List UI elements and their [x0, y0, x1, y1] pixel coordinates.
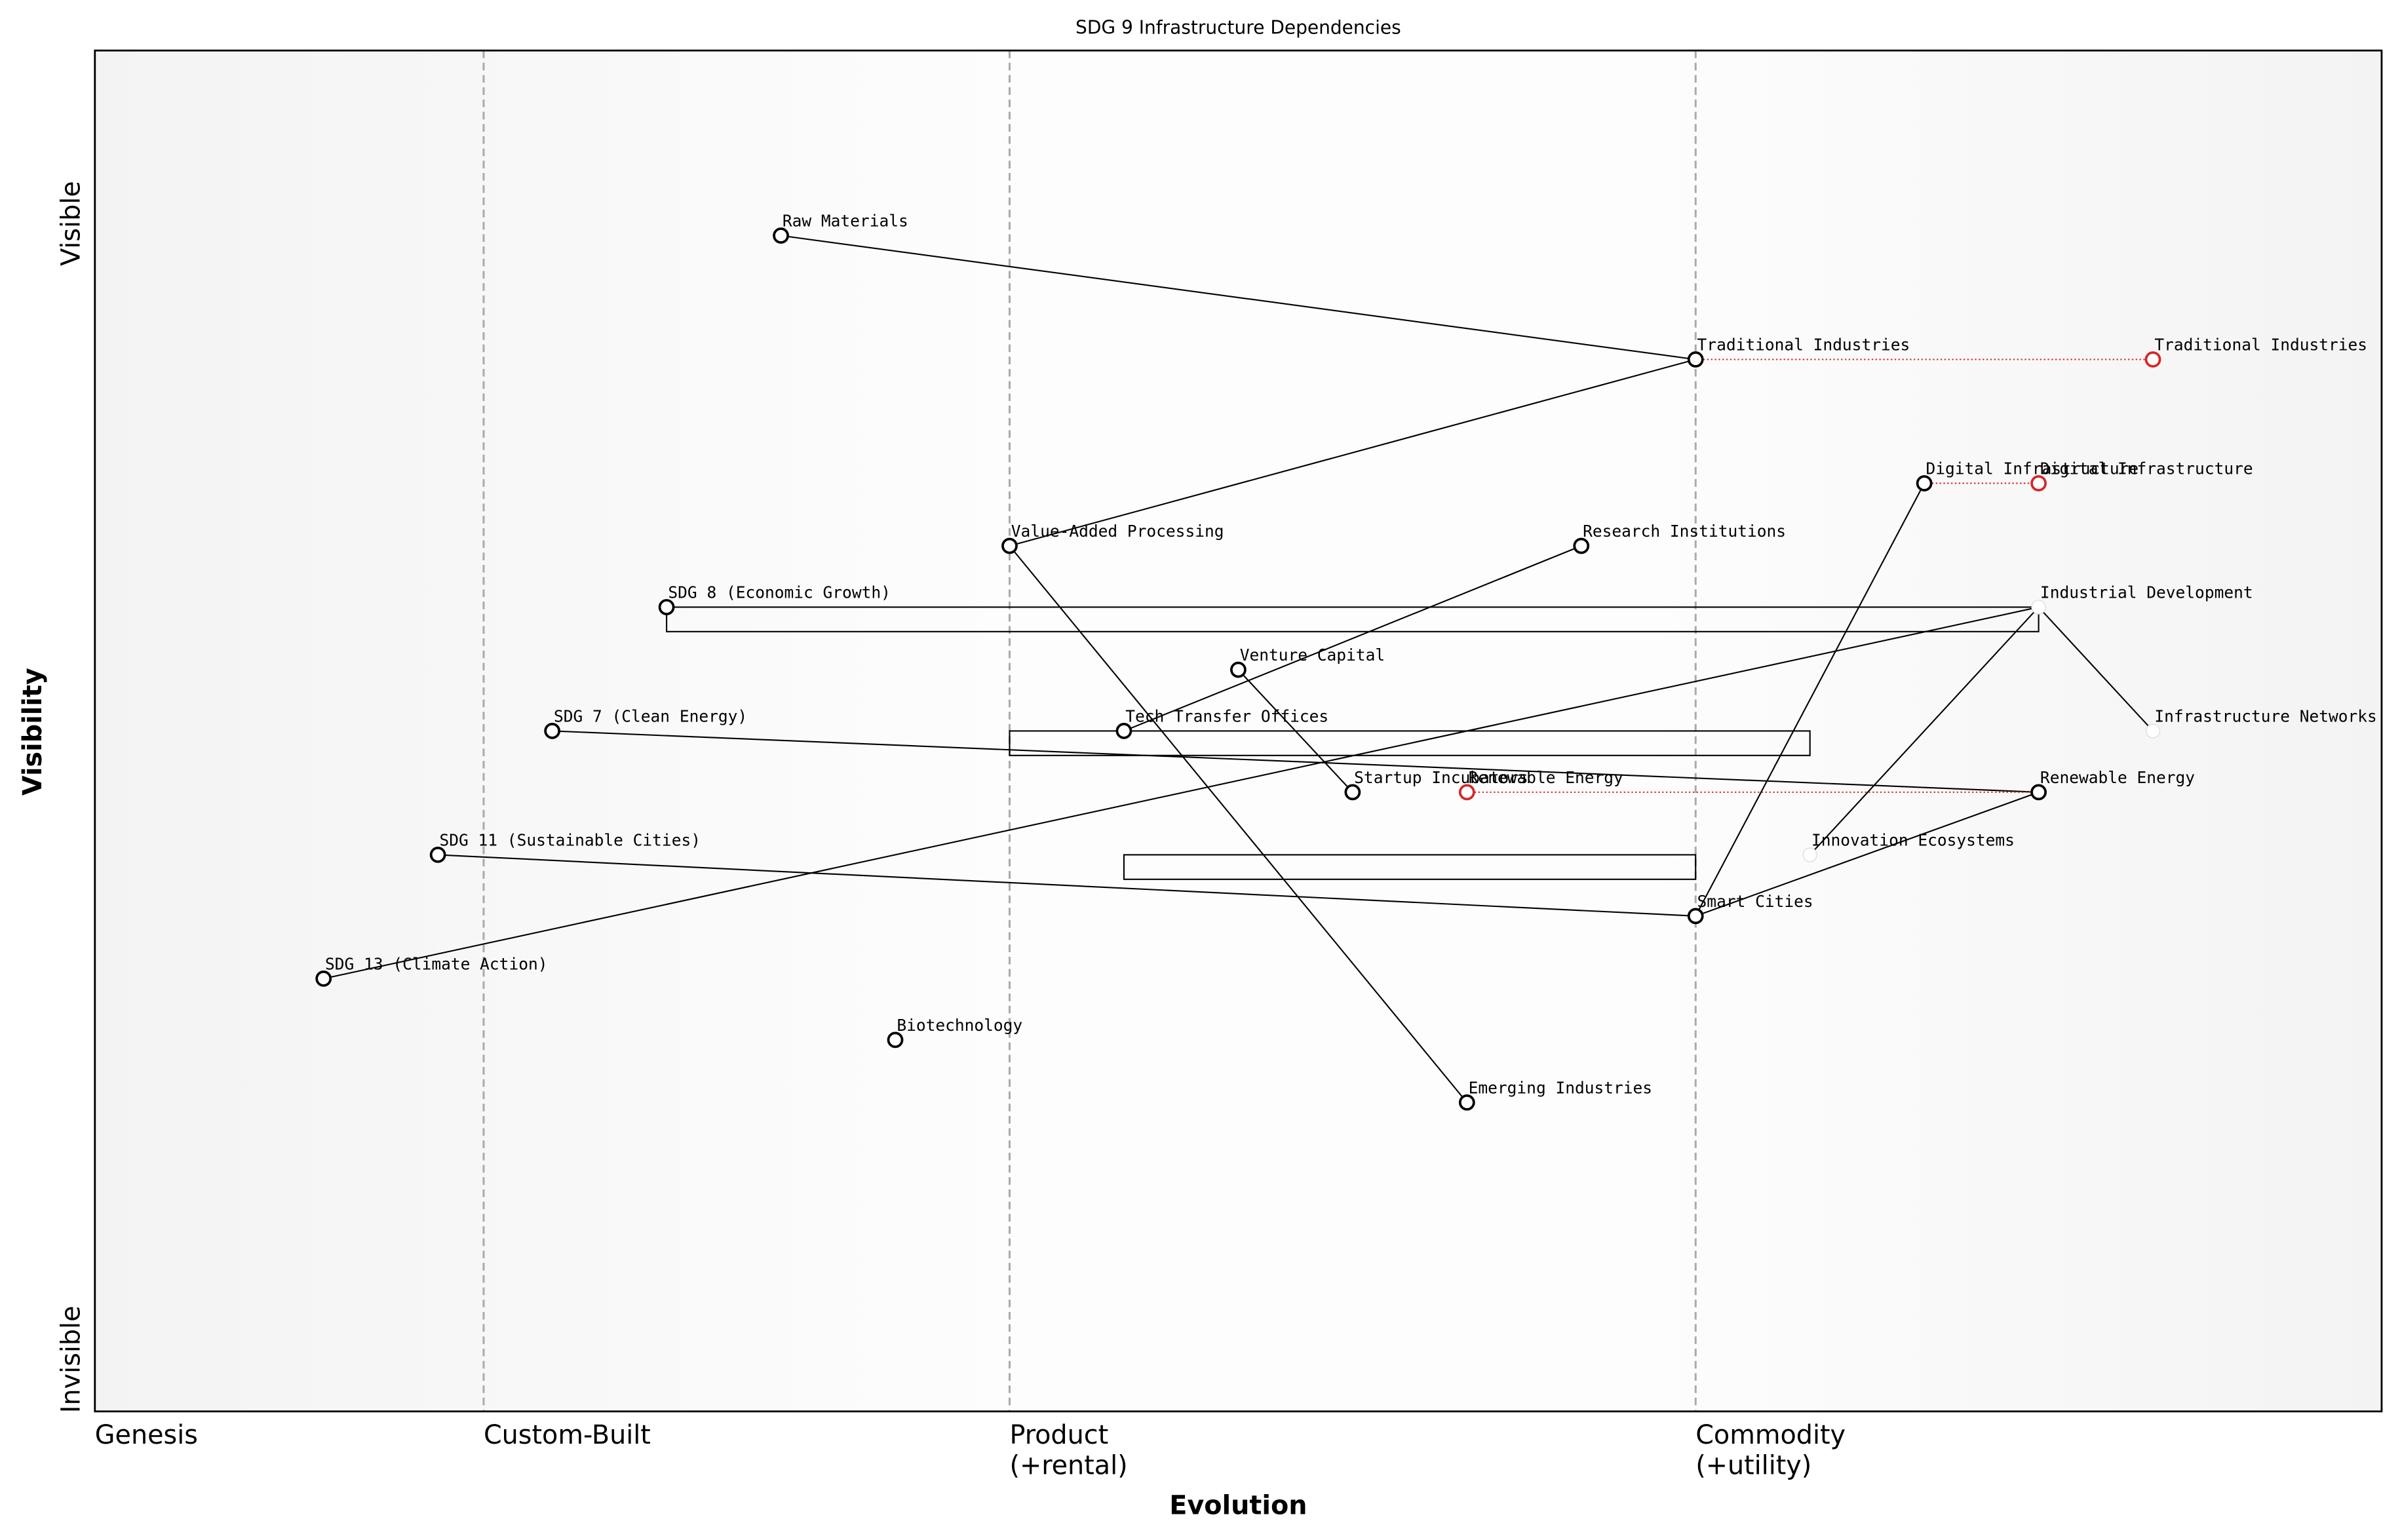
link	[1009, 545, 1468, 1104]
component-label: SDG 11 (Sustainable Cities)	[440, 830, 701, 849]
component	[2030, 784, 2047, 801]
evolved-component	[1458, 784, 1475, 801]
component	[544, 723, 561, 739]
link	[438, 854, 1696, 917]
component	[429, 847, 446, 863]
component-label: Venture Capital	[1240, 645, 1385, 664]
component-label: Research Institutions	[1583, 522, 1786, 541]
x-tick-label: Custom-Built	[484, 1420, 651, 1450]
x-tick-label: Genesis	[95, 1420, 198, 1450]
component-label: Smart Cities	[1697, 892, 1813, 911]
component	[773, 227, 789, 244]
component	[1458, 1094, 1475, 1111]
evolved-label: Digital Infrastructure	[2040, 459, 2253, 478]
component	[1230, 661, 1247, 678]
component	[315, 971, 332, 987]
link	[1695, 791, 2039, 917]
chart-title: SDG 9 Infrastructure Dependencies	[1075, 16, 1401, 38]
component-label: Digital Infrastructure	[1926, 459, 2139, 478]
component-hidden	[2145, 723, 2161, 739]
evolved-label: Traditional Industries	[2154, 335, 2367, 354]
component	[1687, 908, 1704, 925]
evolved-label: Renewable Energy	[1469, 768, 1623, 787]
component-label: Raw Materials	[783, 211, 908, 230]
link	[323, 606, 2039, 980]
component-label: SDG 8 (Economic Growth)	[668, 583, 890, 602]
component	[1687, 351, 1704, 368]
component	[1916, 475, 1933, 491]
component-label: Traditional Industries	[1697, 335, 1910, 354]
evolved-component	[2030, 475, 2047, 491]
component-label: Startup Incubators	[1354, 768, 1528, 787]
component	[1001, 537, 1018, 554]
pipeline	[1009, 730, 1811, 756]
link	[1123, 545, 1582, 732]
component-label: Value-Added Processing	[1011, 522, 1224, 541]
component-label: Emerging Industries	[1469, 1078, 1652, 1097]
invisible-label: Invisible	[56, 1305, 86, 1413]
component-label: Tech Transfer Offices	[1125, 706, 1328, 725]
component-label: Innovation Ecosystems	[1811, 830, 2015, 849]
link	[1009, 358, 1696, 547]
map-layer: Genesis Custom-Built Product (+rental) Commo…	[95, 50, 2377, 1481]
component-label: Renewable Energy	[2040, 768, 2195, 787]
component-label: Biotechnology	[897, 1016, 1022, 1035]
link	[2038, 606, 2154, 732]
link	[781, 235, 1696, 360]
component	[658, 599, 675, 615]
visible-label: Visible	[56, 181, 86, 266]
pipeline	[1123, 854, 1697, 880]
component-label: SDG 13 (Climate Action)	[325, 954, 547, 973]
y-axis-title: Visibility	[18, 668, 48, 796]
x-tick-label: Commodity (+utility)	[1695, 1420, 1846, 1481]
component-hidden	[2031, 600, 2046, 615]
component	[1573, 537, 1590, 554]
link	[1809, 606, 2040, 856]
component-label: SDG 7 (Clean Energy)	[554, 706, 747, 725]
x-tick-label: Product (+rental)	[1009, 1420, 1127, 1481]
component-label: Industrial Development	[2040, 583, 2253, 602]
link	[552, 730, 2039, 793]
x-axis-title: Evolution	[1169, 1490, 1307, 1520]
plot-frame	[94, 49, 2383, 1413]
pipeline	[666, 606, 2040, 632]
component	[887, 1031, 904, 1049]
component-hidden	[1802, 847, 1817, 862]
component	[1115, 723, 1132, 739]
component-label: Infrastructure Networks	[2154, 706, 2376, 725]
link	[1695, 482, 1926, 917]
component	[1344, 784, 1361, 801]
link	[1237, 669, 1353, 793]
evolved-component	[2144, 351, 2161, 368]
